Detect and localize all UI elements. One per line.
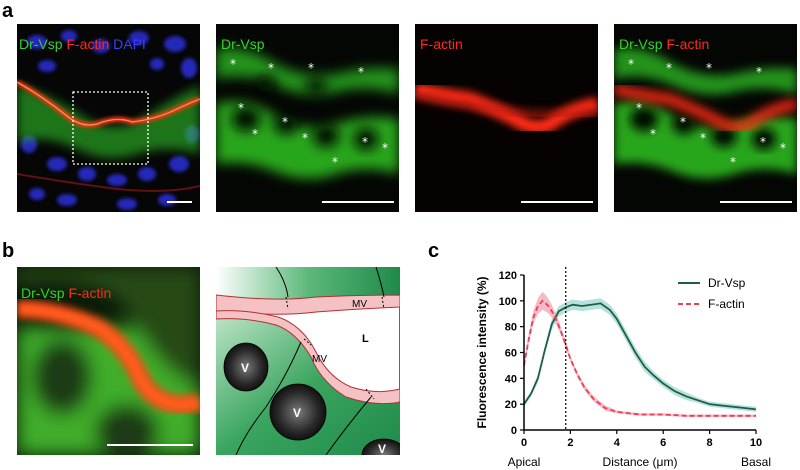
marker-star: *: [302, 131, 308, 145]
y-tick-label: 120: [499, 270, 517, 282]
marker-star: *: [230, 57, 236, 71]
tile3-label: F-actin: [420, 36, 463, 52]
chart-legend: Dr-Vsp F-actin: [678, 276, 746, 311]
micrograph-merged: Dr-Vsp F-actin * * * * * * * * * * *: [614, 24, 797, 212]
y-tick-label: 40: [505, 373, 517, 385]
fluorescence-line-chart: 0 20 40 60 80 100 120 0 2 4 6 8 10 Fluorescence inte…: [475, 267, 771, 469]
marker-star: *: [780, 141, 786, 155]
y-tick-label: 100: [499, 296, 517, 308]
legend-label-f-actin: F-actin: [708, 297, 745, 311]
x-tick-label: 10: [750, 437, 762, 449]
marker-star: *: [282, 115, 288, 129]
scale-bar: [322, 201, 394, 203]
tile1-labels: Dr-Vsp F-actin DAPI: [19, 36, 146, 52]
cell-schematic: MV MV L V V V: [215, 266, 407, 470]
marker-star: *: [362, 135, 368, 149]
micrograph-merged-dapi: Dr-Vsp F-actin DAPI: [17, 24, 200, 212]
y-tick-label: 20: [505, 399, 517, 411]
schematic-mv-mid: MV: [312, 354, 327, 365]
tile4-labels: Dr-Vsp F-actin: [619, 36, 709, 52]
micrograph-f-actin: F-actin: [415, 24, 598, 212]
y-tick-label: 60: [505, 348, 517, 360]
marker-star: *: [358, 65, 364, 79]
x-tick-label: 2: [567, 437, 573, 449]
micrograph-dr-vsp: Dr-Vsp * * * * * * * * * * *: [216, 24, 399, 212]
marker-star: *: [382, 141, 388, 155]
panel-letter-b: b: [2, 240, 15, 262]
cell-schematic-drawing: MV MV L V V V: [215, 266, 407, 470]
x-tick-label: 4: [614, 437, 621, 449]
marker-star: *: [680, 115, 686, 129]
label-dr-vsp: Dr-Vsp: [619, 36, 663, 52]
label-dapi: DAPI: [113, 36, 146, 52]
marker-star: *: [268, 61, 274, 75]
series-band-dr-vsp: [524, 298, 756, 412]
y-axis-label: Fluorescence intensity (%): [475, 276, 489, 428]
panel-letter-c: c: [428, 240, 440, 262]
marker-star: *: [252, 127, 258, 141]
schematic-vesicle: V: [378, 442, 386, 455]
marker-star: *: [730, 155, 736, 169]
marker-star: *: [650, 127, 656, 141]
micrograph-zoom: Dr-Vsp F-actin: [17, 267, 200, 455]
label-dr-vsp: Dr-Vsp: [21, 285, 65, 301]
y-tick-label: 0: [511, 425, 517, 437]
scale-bar: [521, 201, 593, 203]
micrograph-merged-dapi-image: [17, 24, 200, 212]
scale-bar: [167, 201, 192, 203]
marker-star: *: [666, 61, 672, 75]
legend-label-dr-vsp: Dr-Vsp: [708, 276, 746, 290]
tile2-label: Dr-Vsp: [221, 36, 265, 52]
marker-star: *: [760, 135, 766, 149]
marker-star: *: [332, 155, 338, 169]
x-axis-label: Distance (μm): [603, 455, 678, 469]
marker-star: *: [308, 61, 314, 75]
marker-star: *: [706, 61, 712, 75]
schematic-lumen: L: [362, 333, 369, 345]
marker-star: *: [700, 131, 706, 145]
marker-star: *: [628, 57, 634, 71]
y-tick-label: 80: [505, 322, 517, 334]
x-axis-label-basal: Basal: [741, 455, 771, 469]
series-line-f-actin: [523, 299, 756, 417]
marker-star: *: [756, 65, 762, 79]
marker-star: *: [636, 101, 642, 115]
x-tick-label: 0: [521, 437, 527, 449]
micrograph-f-actin-image: [415, 24, 598, 212]
label-f-actin: F-actin: [68, 285, 112, 301]
marker-star: *: [238, 101, 244, 115]
schematic-mv-top: MV: [352, 299, 367, 310]
series-line-dr-vsp: [523, 302, 757, 411]
x-axis-label-apical: Apical: [508, 455, 541, 469]
zoom-labels: Dr-Vsp F-actin: [21, 285, 111, 301]
x-tick-label: 8: [707, 437, 713, 449]
micrograph-dr-vsp-image: [216, 24, 399, 212]
micrograph-merged-image: [614, 24, 797, 212]
label-f-actin: F-actin: [66, 36, 110, 52]
panel-letter-a: a: [2, 0, 14, 22]
chart-ticks: 0 20 40 60 80 100 120 0 2 4 6 8 10: [499, 270, 762, 449]
label-f-actin: F-actin: [666, 36, 710, 52]
label-dr-vsp: Dr-Vsp: [19, 36, 63, 52]
schematic-vesicle: V: [241, 361, 249, 375]
scale-bar: [720, 201, 792, 203]
micrograph-zoom-image: [17, 267, 200, 455]
schematic-vesicle: V: [293, 406, 301, 420]
chart-lines: [523, 299, 757, 417]
x-tick-label: 6: [660, 437, 666, 449]
scale-bar: [107, 444, 193, 446]
